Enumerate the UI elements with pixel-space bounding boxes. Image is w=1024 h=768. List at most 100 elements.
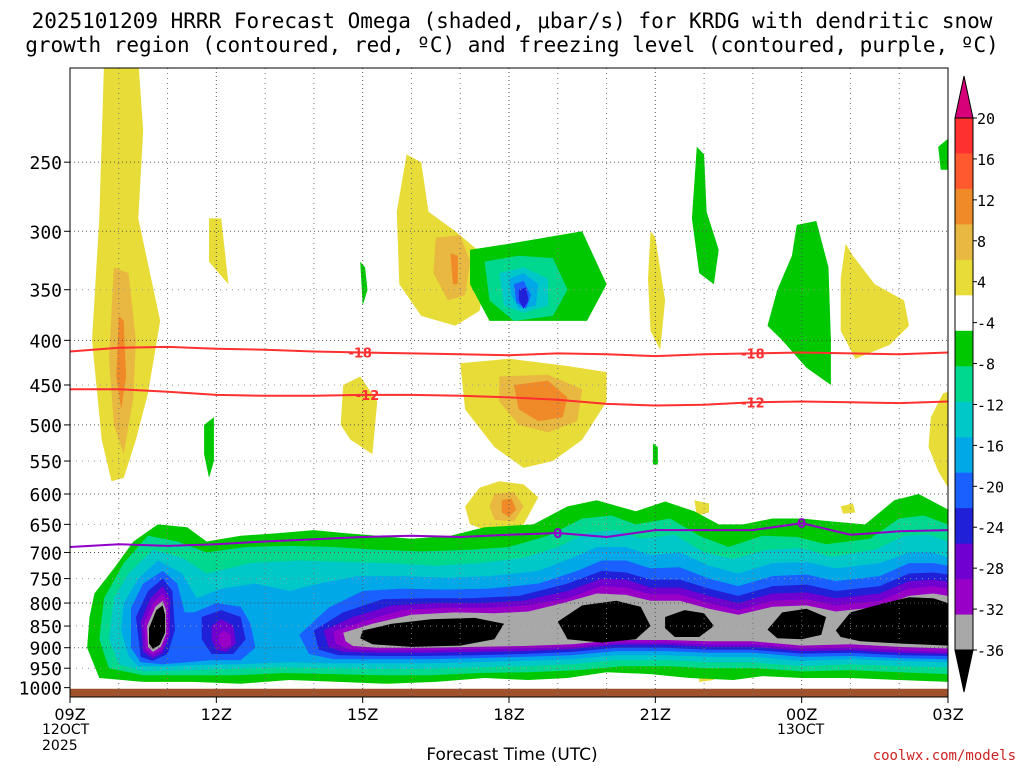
colorbar-segment bbox=[955, 437, 973, 474]
y-tick-label: 650 bbox=[29, 515, 62, 536]
colorbar-segment bbox=[955, 508, 973, 545]
y-tick-label: 900 bbox=[29, 639, 62, 660]
colorbar-segment bbox=[955, 224, 973, 261]
x-tick-label: 03Z bbox=[932, 705, 963, 724]
y-tick-label: 300 bbox=[29, 222, 62, 243]
omega-region bbox=[665, 610, 714, 637]
omega-region bbox=[450, 253, 458, 285]
mid-date-label: 13OCT bbox=[777, 722, 825, 738]
contour-line bbox=[70, 522, 948, 548]
contour-label: 0 bbox=[553, 527, 562, 542]
y-tick-label: 700 bbox=[29, 543, 62, 564]
credit-link[interactable]: coolwx.com/models bbox=[872, 748, 1016, 764]
colorbar-segment bbox=[955, 614, 973, 651]
start-date-year: 2025 bbox=[42, 738, 78, 754]
colorbar-label: 12 bbox=[977, 192, 995, 210]
colorbar-label: 4 bbox=[977, 274, 986, 292]
y-tick-label: 500 bbox=[29, 416, 62, 437]
y-tick-label: 600 bbox=[29, 485, 62, 506]
omega-region bbox=[218, 630, 231, 649]
colorbar-label: 16 bbox=[977, 151, 995, 169]
colorbar-bottom-arrow bbox=[954, 649, 974, 693]
colorbar-segment bbox=[955, 366, 973, 403]
colorbar-segment bbox=[955, 118, 973, 154]
y-tick-label: 1000 bbox=[19, 679, 62, 700]
x-axis: 09Z 12Z 15Z 18Z 21Z 00Z 03Z bbox=[54, 697, 964, 724]
y-tick-label: 350 bbox=[29, 281, 62, 302]
contour-lines: -18 -18 -12 -12 0 0 bbox=[70, 345, 948, 548]
y-tick-label: 550 bbox=[29, 452, 62, 473]
y-tick-label: 750 bbox=[29, 570, 62, 591]
omega-region bbox=[116, 315, 127, 410]
y-tick-label: 450 bbox=[29, 376, 62, 397]
y-tick-label: 800 bbox=[29, 594, 62, 615]
y-axis: 2503003504004505005506006507007508008509… bbox=[19, 153, 70, 700]
colorbar-label: 8 bbox=[977, 233, 986, 251]
omega-region bbox=[360, 261, 368, 306]
omega-region bbox=[518, 287, 529, 309]
colorbar-label: 20 bbox=[977, 110, 995, 128]
chart-title-line-2: growth region (contoured, red, ºC) and f… bbox=[25, 33, 999, 57]
omega-region bbox=[648, 231, 666, 350]
y-tick-label: 850 bbox=[29, 617, 62, 638]
x-tick-label: 21Z bbox=[640, 705, 671, 724]
omega-region bbox=[694, 500, 709, 516]
contour-label: 0 bbox=[797, 517, 806, 532]
omega-region bbox=[360, 617, 505, 647]
omega-region bbox=[928, 391, 948, 488]
x-tick-label: 00Z bbox=[786, 705, 817, 724]
omega-region bbox=[209, 218, 229, 285]
y-tick-label: 950 bbox=[29, 659, 62, 680]
start-date-day: 12OCT bbox=[42, 722, 90, 738]
colorbar-segment bbox=[955, 472, 973, 509]
colorbar-segment bbox=[955, 401, 973, 438]
colorbar-label: -28 bbox=[977, 560, 1004, 578]
omega-region bbox=[557, 600, 651, 643]
omega-region bbox=[767, 221, 831, 385]
omega-region bbox=[938, 138, 948, 170]
omega-region bbox=[204, 417, 214, 478]
colorbar-label: -24 bbox=[977, 519, 1004, 537]
colorbar: 20 16 12 8 4 -4 -8 -12 -16 -20 -24 -28 -32 -36 bbox=[954, 75, 1004, 693]
colorbar-label: -12 bbox=[977, 396, 1004, 414]
contour-label: -18 bbox=[741, 347, 765, 362]
omega-region bbox=[840, 243, 909, 359]
omega-region bbox=[652, 443, 658, 465]
grid-lines bbox=[70, 68, 948, 697]
start-date-label: 12OCT 2025 bbox=[42, 722, 89, 754]
x-tick-label: 09Z bbox=[54, 705, 85, 724]
omega-region bbox=[767, 608, 827, 640]
colorbar-label: -16 bbox=[977, 437, 1004, 455]
contour-label: -12 bbox=[356, 389, 380, 404]
contour-label: -18 bbox=[348, 346, 372, 361]
contour-line bbox=[70, 345, 948, 358]
omega-region bbox=[149, 605, 166, 649]
contour-label: -12 bbox=[741, 396, 765, 411]
colorbar-segment bbox=[955, 579, 973, 616]
colorbar-segment bbox=[955, 330, 973, 367]
colorbar-label: -36 bbox=[977, 642, 1004, 660]
x-tick-label: 12Z bbox=[201, 705, 232, 724]
colorbar-label: -32 bbox=[977, 601, 1004, 619]
contour-line bbox=[70, 388, 948, 407]
omega-region bbox=[691, 146, 719, 285]
colorbar-segment bbox=[955, 188, 973, 225]
colorbar-segment bbox=[955, 295, 973, 332]
colorbar-top-arrow bbox=[954, 75, 974, 119]
x-tick-label: 18Z bbox=[493, 705, 524, 724]
colorbar-segment bbox=[955, 543, 973, 580]
y-tick-label: 250 bbox=[29, 153, 62, 174]
colorbar-label: -8 bbox=[977, 356, 995, 374]
y-tick-label: 400 bbox=[29, 331, 62, 352]
colorbar-segment bbox=[955, 259, 973, 296]
colorbar-label: -20 bbox=[977, 478, 1004, 496]
omega-region bbox=[513, 380, 568, 422]
x-tick-label: 15Z bbox=[347, 705, 378, 724]
colorbar-label: -4 bbox=[977, 315, 995, 333]
omega-region bbox=[840, 503, 856, 514]
colorbar-segment bbox=[955, 153, 973, 190]
omega-region bbox=[835, 597, 948, 646]
x-axis-label: Forecast Time (UTC) bbox=[426, 745, 598, 765]
omega-shading bbox=[70, 68, 948, 697]
